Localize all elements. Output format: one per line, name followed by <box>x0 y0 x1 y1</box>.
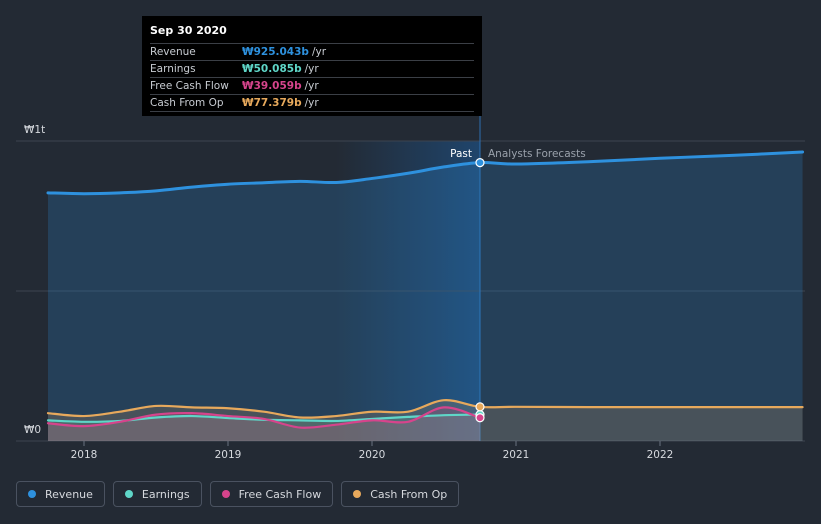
tooltip-value: ₩50.085b <box>242 63 302 75</box>
tooltip-date: Sep 30 2020 <box>150 24 227 37</box>
legend-label: Revenue <box>45 487 93 501</box>
series-line-revenue <box>46 150 805 196</box>
tooltip-label: Free Cash Flow <box>150 80 229 92</box>
tooltip-unit: /yr <box>304 97 319 109</box>
tooltip-label: Earnings <box>150 63 196 75</box>
series-area-revenue <box>48 151 803 441</box>
legend-item-cash-from-op[interactable]: Cash From Op <box>341 481 460 507</box>
tooltip-row-free-cash-flow: Free Cash Flow ₩39.059b /yr <box>150 77 474 94</box>
legend-label: Free Cash Flow <box>238 487 322 501</box>
legend-dot-icon <box>28 490 36 498</box>
x-tick-label: 2019 <box>215 449 242 461</box>
past-label: Past <box>450 148 472 160</box>
tooltip-row-earnings: Earnings ₩50.085b /yr <box>150 60 474 77</box>
tooltip-unit: /yr <box>311 46 327 58</box>
y-tick-label-zero: ₩0 <box>24 424 41 436</box>
forecast-label: Analysts Forecasts <box>488 148 586 160</box>
series-line-cash-from-op <box>46 399 804 419</box>
marker-cash-from-op <box>475 402 485 412</box>
series-line-free-cash-flow <box>46 406 482 429</box>
tooltip-unit: /yr <box>304 80 319 92</box>
tooltip-value: ₩39.059b <box>242 80 302 92</box>
tooltip-label: Revenue <box>150 46 196 58</box>
legend-label: Earnings <box>141 487 190 501</box>
legend-label: Cash From Op <box>370 487 448 501</box>
legend-item-free-cash-flow[interactable]: Free Cash Flow <box>209 481 334 507</box>
legend-dot-icon <box>124 490 133 498</box>
chart-legend: Revenue Earnings Free Cash Flow Cash Fro… <box>16 481 460 507</box>
legend-dot-icon <box>221 490 230 498</box>
x-tick-label: 2021 <box>503 449 530 461</box>
series-area-cash-from-op <box>48 400 803 441</box>
marker-free-cash-flow <box>475 413 485 423</box>
x-tick-label: 2018 <box>71 449 98 461</box>
marker-revenue <box>475 158 485 168</box>
x-tick-label: 2020 <box>359 449 386 461</box>
tooltip-value: ₩925.043b <box>242 46 309 58</box>
data-tooltip: Sep 30 2020 Revenue ₩925.043b /yr Earnin… <box>142 16 482 116</box>
y-tick-label-top: ₩1t <box>24 124 45 136</box>
legend-item-earnings[interactable]: Earnings <box>112 481 202 507</box>
tooltip-value: ₩77.379b <box>242 97 302 109</box>
legend-dot-icon <box>353 490 362 498</box>
tooltip-row-cash-from-op: Cash From Op ₩77.379b /yr <box>150 94 474 112</box>
tooltip-row-revenue: Revenue ₩925.043b /yr <box>150 43 474 60</box>
tooltip-label: Cash From Op <box>150 97 224 109</box>
tooltip-unit: /yr <box>304 63 319 75</box>
x-tick-label: 2022 <box>647 449 674 461</box>
legend-item-revenue[interactable]: Revenue <box>16 481 105 507</box>
series-area-free-cash-flow <box>48 407 480 441</box>
